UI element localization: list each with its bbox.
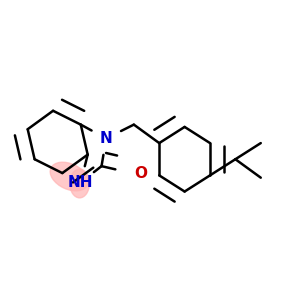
Text: O: O bbox=[134, 166, 147, 181]
Text: N: N bbox=[100, 131, 112, 146]
Ellipse shape bbox=[70, 169, 89, 198]
Ellipse shape bbox=[50, 162, 88, 191]
Text: NH: NH bbox=[68, 175, 94, 190]
